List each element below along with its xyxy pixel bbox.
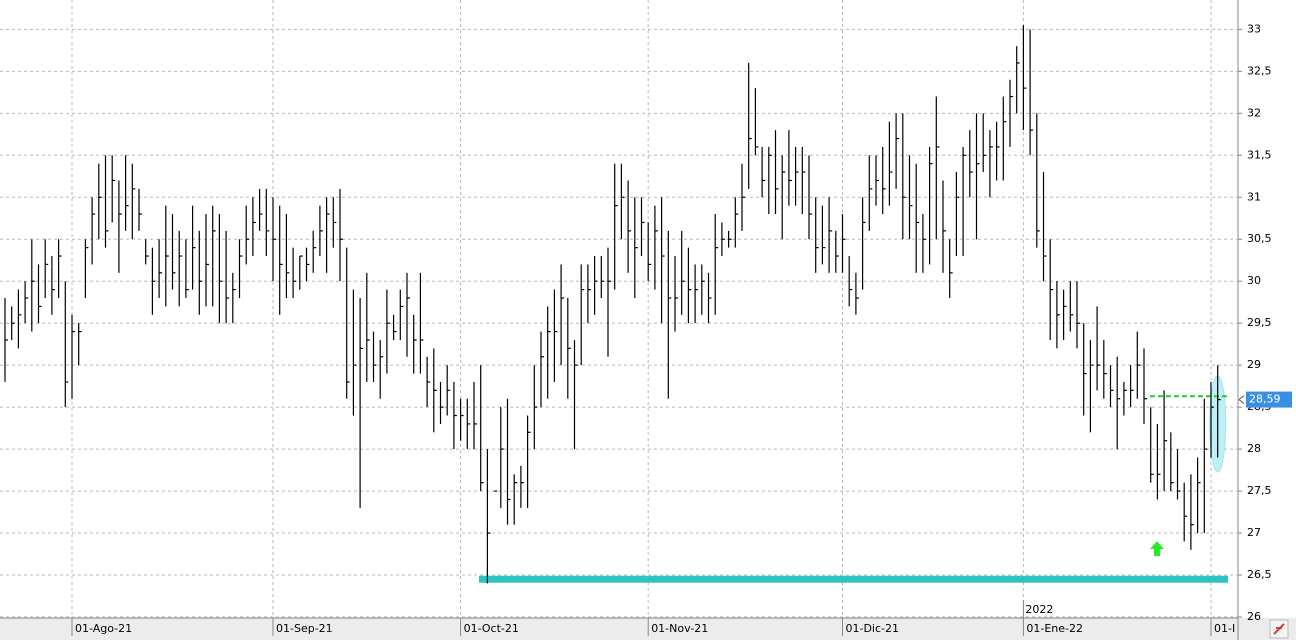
x-tick-label: 01-Dic-21 xyxy=(846,622,900,635)
up-arrow xyxy=(1150,541,1164,556)
last-price-label: 28,59 xyxy=(1249,393,1281,406)
x-tick-label: 01-I xyxy=(1214,622,1235,635)
y-tick-label: 26 xyxy=(1247,610,1261,623)
y-tick-label: 29 xyxy=(1247,358,1261,371)
x-tick-label: 01-Oct-21 xyxy=(464,622,519,635)
y-tick-label: 30,5 xyxy=(1247,232,1272,245)
y-tick-label: 29,5 xyxy=(1247,316,1272,329)
y-tick-label: 31 xyxy=(1247,190,1261,203)
x-tick-label: 01-Ene-22 xyxy=(1026,622,1083,635)
y-tick-label: 28 xyxy=(1247,442,1261,455)
icon-glyph xyxy=(1273,623,1285,635)
y-tick-label: 27,5 xyxy=(1247,484,1272,497)
x-tick-label: 01-Ago-21 xyxy=(75,622,132,635)
last-price-pointer xyxy=(1238,395,1245,404)
y-tick-label: 33 xyxy=(1247,22,1261,35)
y-tick-label: 31,5 xyxy=(1247,148,1272,161)
year-label: 2022 xyxy=(1025,603,1053,616)
y-tick-label: 32,5 xyxy=(1247,64,1272,77)
y-tick-label: 26,5 xyxy=(1247,568,1272,581)
y-tick-label: 27 xyxy=(1247,526,1261,539)
x-tick-label: 01-Sep-21 xyxy=(276,622,333,635)
last-price-box xyxy=(1246,391,1292,408)
y-tick-label: 30 xyxy=(1247,274,1261,287)
x-tick-label: 01-Nov-21 xyxy=(651,622,708,635)
y-tick-label: 32 xyxy=(1247,106,1261,119)
